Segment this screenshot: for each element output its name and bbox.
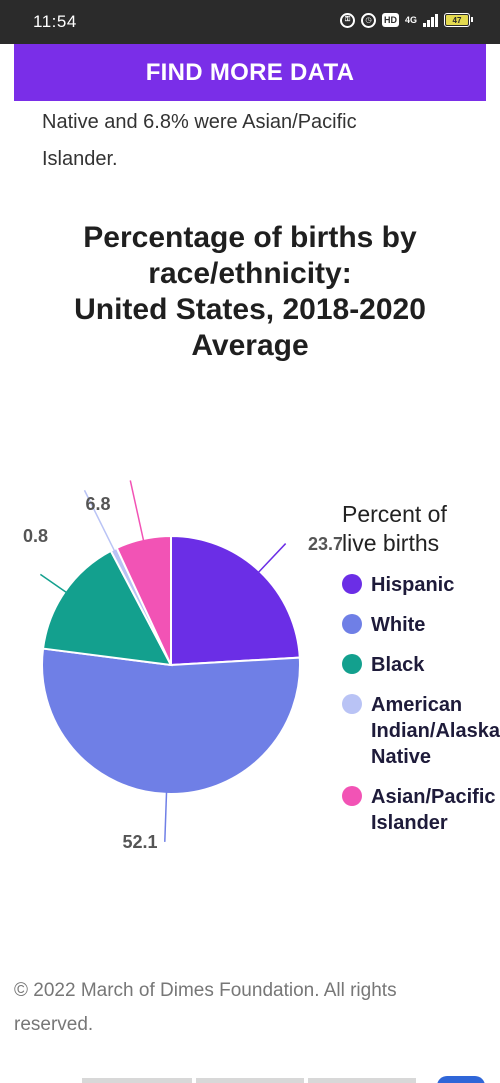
intro-text: Native and 6.8% were Asian/Pacific Islan… bbox=[42, 104, 462, 178]
chart-legend: Percent of live births Hispanic White Bl… bbox=[342, 500, 500, 850]
floating-action-button[interactable] bbox=[437, 1076, 485, 1083]
leader-line-hispanic bbox=[257, 543, 287, 574]
intro-line-2: Islander. bbox=[42, 148, 118, 170]
legend-label-hispanic: Hispanic bbox=[371, 574, 455, 596]
network-4g-icon: 4G bbox=[404, 15, 417, 25]
hd-icon: HD bbox=[381, 13, 399, 27]
data-label-white: 52.1 bbox=[122, 832, 157, 852]
legend-item-white[interactable]: White bbox=[342, 612, 500, 638]
chart-title-line-1: Percentage of births by bbox=[83, 221, 417, 254]
pie-slice-hispanic[interactable] bbox=[170, 534, 301, 667]
legend-swatch-hispanic bbox=[342, 574, 362, 594]
leader-line-black bbox=[39, 573, 68, 594]
leader-line-white bbox=[164, 791, 168, 842]
bottom-segment-1 bbox=[82, 1078, 192, 1083]
chart-title-line-3: United States, 2018-2020 bbox=[74, 293, 426, 326]
legend-swatch-white bbox=[342, 614, 362, 634]
legend-swatch-black bbox=[342, 654, 362, 674]
leader-line-american-indian-alaska-native bbox=[83, 489, 116, 552]
status-time: 11:54 bbox=[33, 12, 77, 31]
legend-label-american-indian: American Indian/Alaska Native bbox=[371, 694, 500, 768]
legend-swatch-asian-pacific bbox=[342, 786, 362, 806]
data-label-asian-pacific-islander: 6.8 bbox=[85, 494, 110, 514]
legend-swatch-american-indian bbox=[342, 694, 362, 714]
pie-chart: 23.7 52.1 0.8 6.8 bbox=[23, 480, 342, 852]
chart-title-line-4: Average bbox=[191, 329, 309, 362]
bottom-segment-3 bbox=[308, 1078, 416, 1083]
vpn-icon: ⚿ bbox=[339, 12, 355, 28]
signal-icon bbox=[423, 13, 438, 27]
bottom-segment-2 bbox=[196, 1078, 304, 1083]
legend-title-line-1: Percent of bbox=[342, 501, 447, 527]
legend-item-hispanic[interactable]: Hispanic bbox=[342, 572, 500, 598]
find-more-data-button[interactable]: FIND MORE DATA bbox=[14, 44, 486, 101]
data-label-american-indian-alaska-native: 0.8 bbox=[23, 526, 48, 546]
legend-label-white: White bbox=[371, 614, 426, 636]
legend-items: Hispanic White Black American Indian/Ala… bbox=[342, 572, 500, 836]
chart-title: Percentage of births by race/ethnicity: … bbox=[30, 220, 470, 364]
browser-bottom-bar bbox=[0, 1074, 500, 1083]
legend-label-asian-pacific: Asian/Pacific Islander bbox=[371, 786, 496, 834]
battery-icon: 47 bbox=[444, 13, 473, 27]
battery-level: 47 bbox=[446, 15, 468, 25]
copyright-footer: © 2022 March of Dimes Foundation. All ri… bbox=[14, 980, 397, 1035]
pie-slice-white[interactable] bbox=[41, 647, 301, 795]
status-icons: ⚿ ◷ HD 4G 47 bbox=[339, 12, 473, 28]
data-label-hispanic: 23.7 bbox=[308, 534, 342, 554]
legend-title: Percent of live births bbox=[342, 500, 500, 558]
legend-label-black: Black bbox=[371, 654, 425, 676]
legend-item-asian-pacific[interactable]: Asian/Pacific Islander bbox=[342, 784, 500, 836]
legend-item-american-indian[interactable]: American Indian/Alaska Native bbox=[342, 692, 500, 770]
alarm-icon: ◷ bbox=[360, 12, 376, 28]
intro-line-1: Native and 6.8% were Asian/Pacific bbox=[42, 111, 357, 133]
status-bar: 11:54 ⚿ ◷ HD 4G 47 bbox=[0, 0, 500, 44]
leader-line-asian-pacific-islander bbox=[129, 480, 145, 542]
legend-item-black[interactable]: Black bbox=[342, 652, 500, 678]
legend-title-line-2: live births bbox=[342, 530, 440, 556]
chart-title-line-2: race/ethnicity: bbox=[148, 257, 352, 290]
